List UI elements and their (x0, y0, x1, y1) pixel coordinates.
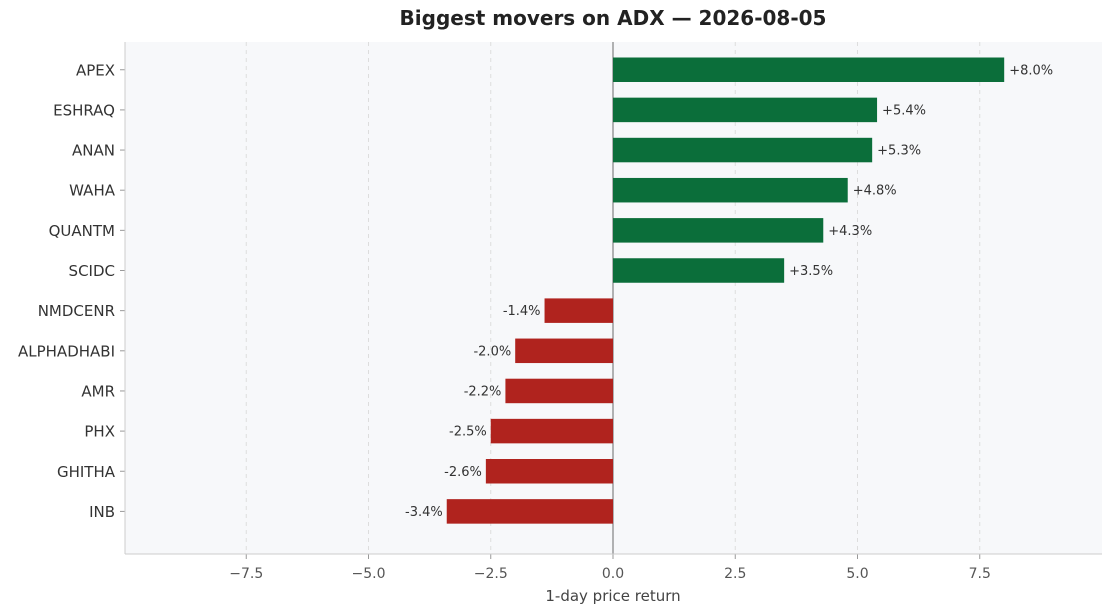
bar-alphadhabi (515, 338, 613, 364)
bar-scidc (613, 258, 785, 283)
y-tick-label: INB (89, 503, 115, 521)
data-label: +8.0% (1009, 63, 1053, 78)
x-tick-label: −5.0 (352, 566, 386, 582)
data-label: -2.0% (473, 344, 511, 359)
x-tick-labels: −7.5 −5.0 −2.5 0.0 2.5 5.0 7.5 (229, 554, 991, 582)
y-tick-label: PHX (84, 423, 115, 441)
bars (446, 57, 1005, 524)
data-label: +4.3% (828, 224, 872, 239)
bar-apex (613, 57, 1005, 82)
bar-nmdcenr (544, 298, 613, 323)
data-label: -1.4% (503, 304, 541, 319)
x-tick-label: 2.5 (724, 566, 746, 582)
x-tick-label: −2.5 (474, 566, 508, 582)
bar-anan (613, 137, 873, 163)
data-label: +5.4% (882, 103, 926, 118)
bar-amr (505, 378, 613, 404)
y-tick-label: NMDCENR (38, 302, 115, 320)
y-tick-label: AMR (81, 382, 115, 400)
chart-title: Biggest movers on ADX — 2026-08-05 (400, 6, 827, 30)
y-tick-label: ANAN (72, 142, 115, 160)
bar-phx (490, 418, 613, 444)
bar-inb (446, 499, 613, 524)
bar-waha (613, 177, 848, 203)
y-tick-label: WAHA (69, 182, 116, 200)
x-tick-label: 0.0 (602, 566, 624, 582)
bar-quantm (613, 218, 824, 243)
y-tick-label: QUANTM (49, 222, 115, 240)
y-tick-label: APEX (76, 61, 115, 79)
x-axis-label: 1-day price return (545, 587, 680, 605)
x-tick-label: 5.0 (846, 566, 868, 582)
y-tick-label: GHITHA (57, 463, 116, 481)
data-label: -2.6% (444, 465, 482, 480)
data-label: -3.4% (405, 505, 443, 520)
data-label: -2.2% (464, 384, 502, 399)
bar-eshraq (613, 97, 878, 123)
data-label: +3.5% (789, 264, 833, 279)
bar-ghitha (485, 459, 613, 484)
y-tick-labels: APEX ESHRAQ ANAN WAHA QUANTM SCIDC NMDCENR ALPH… (18, 61, 125, 521)
data-labels: +8.0% +5.4% +5.3% +4.8% +4.3% +3.5% -1.4% -2.0%… (405, 63, 1053, 520)
x-tick-label: 7.5 (969, 566, 991, 582)
data-label: -2.5% (449, 425, 487, 440)
data-label: +4.8% (853, 184, 897, 199)
y-tick-label: ALPHADHABI (18, 342, 115, 360)
x-tick-label: −7.5 (229, 566, 263, 582)
y-tick-label: SCIDC (69, 262, 115, 280)
y-tick-label: ESHRAQ (53, 101, 115, 119)
data-label: +5.3% (877, 144, 921, 159)
